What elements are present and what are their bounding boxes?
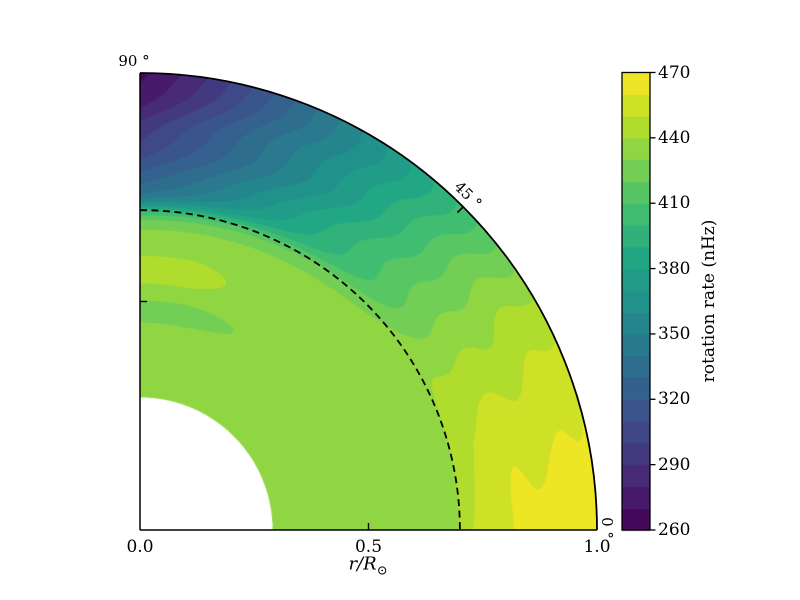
x-tick-label: 0.5 [354, 537, 383, 557]
colorbar-tick-label: 260 [658, 520, 691, 540]
colorbar-tick-label: 470 [658, 62, 691, 83]
colorbar-tick-label: 290 [658, 454, 691, 475]
colorbar-tick-label: 350 [658, 323, 691, 344]
angle-label-90: 90 ° [118, 52, 150, 70]
colorbar-tick-label: 380 [658, 258, 691, 279]
x-axis-label-main: r/R [348, 553, 377, 575]
colorbar-tick-label: 440 [658, 127, 691, 148]
x-tick-label: 1.0 [583, 537, 611, 557]
tachocline-dashed-circle [139, 209, 461, 531]
x-tick-label: 0.0 [126, 537, 154, 557]
x-axis-label-subscript: ⊙ [376, 563, 388, 579]
colorbar-label: rotation rate (nHz) [699, 219, 719, 383]
x-axis-label: r/R⊙ [348, 554, 387, 579]
colorbar-outline [621, 71, 651, 531]
outer-surface-arc [139, 72, 598, 531]
colorbar-tick-label: 410 [658, 193, 691, 214]
angle-label-0: 0 ° [598, 517, 616, 539]
arc-tick-mark-45deg [456, 206, 464, 214]
colorbar-tick-label: 320 [658, 389, 691, 410]
